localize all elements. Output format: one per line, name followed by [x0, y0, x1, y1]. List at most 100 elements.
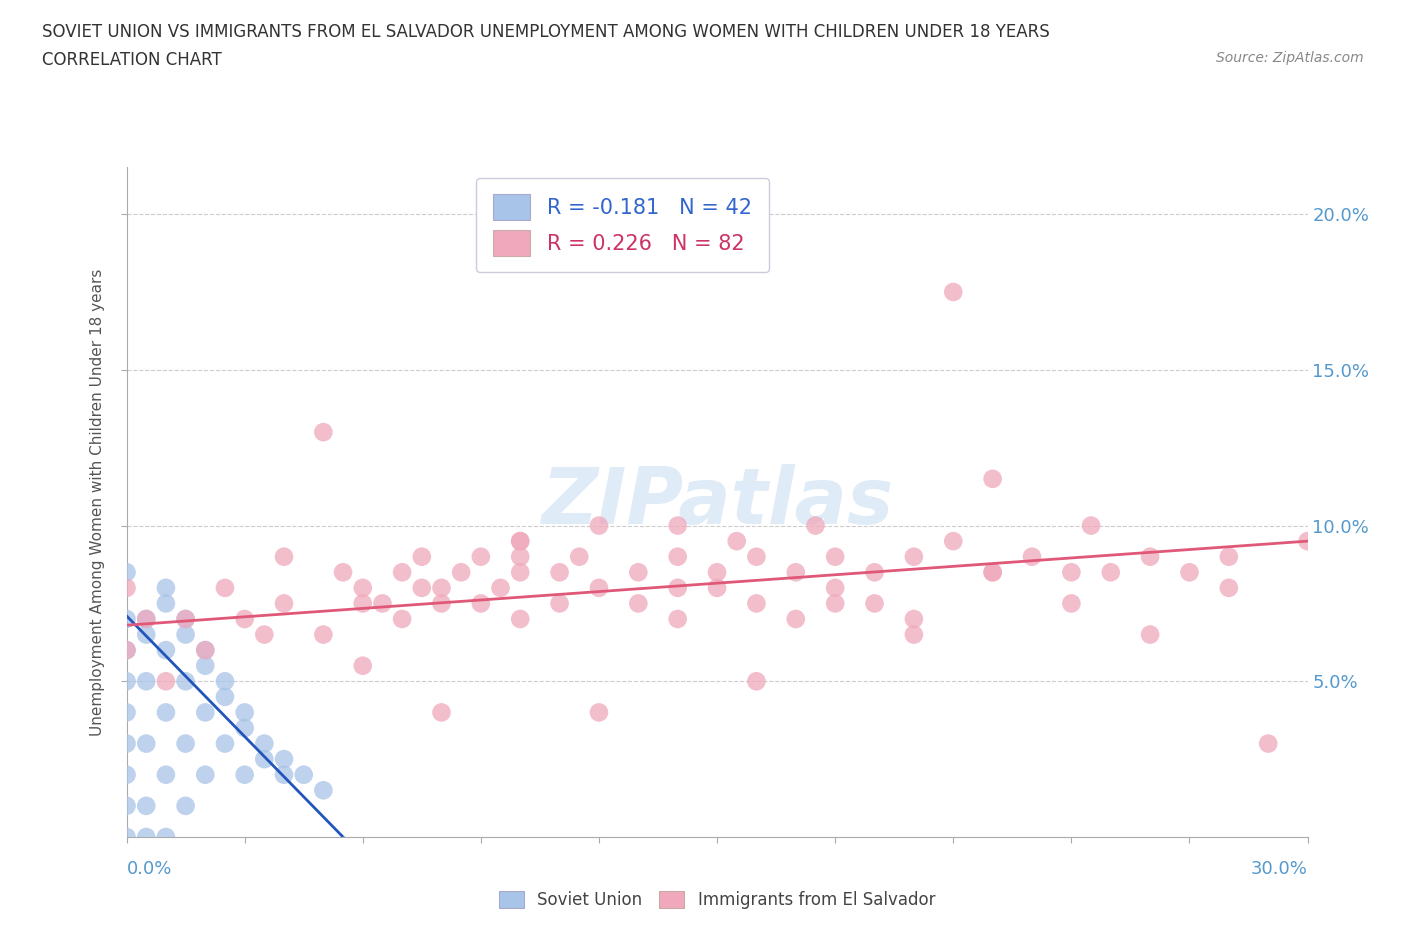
Point: [194, 658, 217, 673]
Point: [174, 674, 197, 689]
Point: [430, 705, 453, 720]
Point: [135, 674, 157, 689]
Point: [627, 565, 650, 579]
Point: [115, 767, 138, 782]
Point: [903, 550, 925, 565]
Point: [450, 565, 472, 579]
Point: [666, 518, 689, 533]
Point: [706, 565, 728, 579]
Point: [824, 580, 846, 595]
Point: [745, 596, 768, 611]
Point: [981, 565, 1004, 579]
Point: [115, 612, 138, 627]
Point: [942, 285, 965, 299]
Point: [273, 751, 295, 766]
Point: [115, 830, 138, 844]
Point: [391, 612, 413, 627]
Point: [115, 643, 138, 658]
Point: [155, 830, 177, 844]
Point: [1257, 737, 1279, 751]
Point: [588, 518, 610, 533]
Point: [371, 596, 394, 611]
Point: [470, 596, 492, 611]
Point: [135, 627, 157, 642]
Point: [352, 658, 374, 673]
Point: [253, 751, 276, 766]
Point: [253, 627, 276, 642]
Point: [155, 596, 177, 611]
Point: [115, 799, 138, 814]
Point: [214, 674, 236, 689]
Text: CORRELATION CHART: CORRELATION CHART: [42, 51, 222, 69]
Point: [824, 550, 846, 565]
Point: [903, 612, 925, 627]
Point: [233, 721, 256, 736]
Point: [174, 799, 197, 814]
Y-axis label: Unemployment Among Women with Children Under 18 years: Unemployment Among Women with Children U…: [90, 269, 105, 736]
Point: [115, 580, 138, 595]
Point: [942, 534, 965, 549]
Point: [155, 767, 177, 782]
Point: [194, 643, 217, 658]
Point: [1218, 580, 1240, 595]
Point: [194, 705, 217, 720]
Point: [666, 550, 689, 565]
Point: [135, 737, 157, 751]
Text: 30.0%: 30.0%: [1251, 860, 1308, 878]
Point: [509, 612, 531, 627]
Point: [430, 596, 453, 611]
Text: SOVIET UNION VS IMMIGRANTS FROM EL SALVADOR UNEMPLOYMENT AMONG WOMEN WITH CHILDR: SOVIET UNION VS IMMIGRANTS FROM EL SALVA…: [42, 23, 1050, 41]
Point: [981, 472, 1004, 486]
Point: [1060, 565, 1083, 579]
Point: [115, 565, 138, 579]
Point: [509, 565, 531, 579]
Point: [706, 580, 728, 595]
Point: [548, 596, 571, 611]
Point: [312, 627, 335, 642]
Point: [1296, 534, 1319, 549]
Point: [1060, 596, 1083, 611]
Point: [194, 767, 217, 782]
Point: [312, 783, 335, 798]
Point: [745, 674, 768, 689]
Point: [1099, 565, 1122, 579]
Point: [548, 565, 571, 579]
Point: [509, 534, 531, 549]
Point: [470, 550, 492, 565]
Point: [174, 612, 197, 627]
Point: [1021, 550, 1043, 565]
Point: [745, 550, 768, 565]
Point: [352, 580, 374, 595]
Point: [509, 534, 531, 549]
Point: [411, 580, 433, 595]
Point: [981, 565, 1004, 579]
Point: [135, 830, 157, 844]
Point: [115, 643, 138, 658]
Text: 0.0%: 0.0%: [127, 860, 172, 878]
Point: [489, 580, 512, 595]
Point: [115, 737, 138, 751]
Point: [312, 425, 335, 440]
Point: [174, 737, 197, 751]
Point: [214, 689, 236, 704]
Point: [233, 705, 256, 720]
Point: [391, 565, 413, 579]
Point: [1080, 518, 1102, 533]
Point: [155, 674, 177, 689]
Point: [588, 705, 610, 720]
Point: [785, 565, 807, 579]
Point: [411, 550, 433, 565]
Point: [804, 518, 827, 533]
Point: [725, 534, 748, 549]
Point: [785, 612, 807, 627]
Point: [135, 799, 157, 814]
Point: [588, 580, 610, 595]
Legend: Soviet Union, Immigrants from El Salvador: Soviet Union, Immigrants from El Salvado…: [492, 884, 942, 916]
Point: [253, 737, 276, 751]
Point: [115, 705, 138, 720]
Point: [568, 550, 591, 565]
Point: [194, 643, 217, 658]
Point: [214, 580, 236, 595]
Point: [155, 705, 177, 720]
Point: [1178, 565, 1201, 579]
